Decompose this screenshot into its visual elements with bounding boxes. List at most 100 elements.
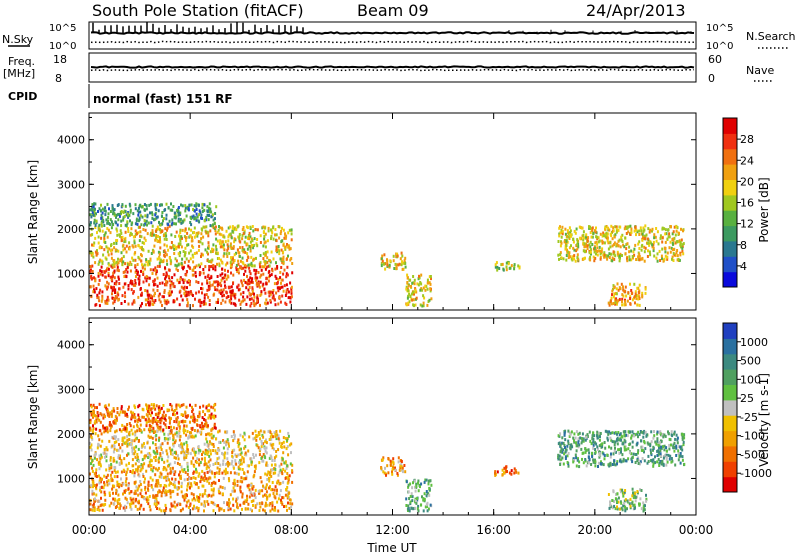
power-cell [158,252,161,256]
power-cell [403,261,406,265]
velocity-cell [204,418,207,422]
power-cell [612,250,615,254]
velocity-cell [95,420,98,424]
velocity-cell [196,429,199,433]
velocity-cell [563,433,566,437]
power-cell [235,268,238,271]
velocity-cell [613,449,616,453]
velocity-cell [172,438,175,442]
power-cell [630,289,633,292]
power-cell [507,262,510,266]
power-cell [136,232,138,236]
power-cell [418,274,420,278]
power-cell [207,241,210,245]
velocity-cell [257,446,260,450]
power-cell [595,240,598,244]
power-cell [623,245,626,249]
velocity-cell [286,481,289,485]
velocity-cell [510,469,513,473]
power-cell [615,227,618,231]
power-cell [280,248,283,252]
power-cell [392,254,395,258]
velocity-cell [120,477,122,481]
velocity-cell [210,494,213,498]
power-cell [505,265,508,269]
power-cell [252,229,255,233]
velocity-cell [102,426,105,430]
velocity-cell [135,445,138,449]
velocity-cell [252,475,255,479]
power-cell [254,302,257,306]
power-cell [171,208,174,212]
power-cell [123,300,126,303]
velocity-cell [217,504,220,508]
velocity-cell [668,457,671,461]
velocity-cell [168,483,171,487]
velocity-cell [159,443,162,447]
velocity-cell [403,464,406,467]
power-cell [231,229,234,233]
velocity-cell [160,448,163,451]
power-cell [129,208,132,212]
power-cell [210,215,213,219]
velocity-cell [269,509,272,513]
velocity-cell [562,462,565,466]
power-cell [245,286,248,290]
power-cell [626,259,629,263]
power-cell [279,270,282,274]
power-cell [252,246,255,250]
velocity-cell [183,420,186,424]
velocity-cell [196,495,198,499]
velocity-cell [133,439,136,443]
power-cell [100,259,103,263]
velocity-cell [197,506,200,510]
velocity-cell [287,495,290,499]
power-cell [169,286,172,290]
power-cell [193,209,196,213]
velocity-cell [557,453,560,457]
velocity-cell [631,460,634,464]
power-cell [631,255,634,258]
velocity-cell [217,487,220,491]
power-cell [617,228,620,232]
velocity-cell [231,449,234,453]
power-cell [248,244,251,248]
power-cell [104,213,107,217]
power-cell [134,283,137,287]
power-cell [203,219,206,223]
velocity-cell [154,407,157,411]
velocity-cell [229,471,232,475]
power-cell [288,247,291,251]
velocity-cell [658,452,661,456]
velocity-cell [109,426,112,430]
power-cell [422,294,425,298]
power-cell [224,263,227,267]
power-cell [123,282,126,286]
velocity-cell [90,405,93,409]
power-cell [103,209,106,213]
power-cell [673,247,676,251]
velocity-cell [611,440,614,444]
power-cell [154,299,157,302]
power-cell [206,209,209,213]
power-cell [158,256,161,260]
velocity-cell [137,439,140,443]
power-cell [578,225,581,229]
power-cell [672,252,675,255]
power-cell [221,245,224,249]
velocity-cell [241,435,244,439]
velocity-cell [239,503,242,507]
power-cell [618,286,621,290]
velocity-cell [111,470,114,474]
power-cell [163,299,166,303]
velocity-cell [118,443,120,447]
power-cell [158,298,161,302]
velocity-cell [120,429,123,433]
freq-panel-frame [88,52,697,83]
velocity-cell [212,443,215,446]
power-cell [183,260,186,264]
velocity-cell [265,485,268,489]
power-cell [145,279,148,283]
velocity-cell [107,403,110,407]
velocity-cell [291,469,294,473]
